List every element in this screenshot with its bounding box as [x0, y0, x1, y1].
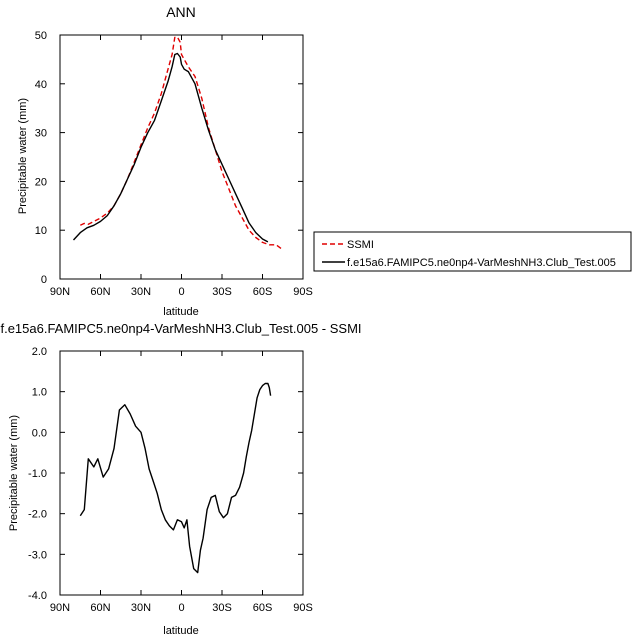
legend-box [313, 231, 632, 272]
bottom-x-tick-label: 30S [212, 602, 232, 614]
top-y-tick-label: 10 [35, 225, 47, 237]
top-series-line-1 [72, 52, 269, 243]
top-y-tick-label: 0 [41, 274, 47, 286]
bottom-chart-y-axis-label: Precipitable water (mm) [8, 415, 20, 531]
legend: SSMI f.e15a6.FAMIPC5.ne0np4-VarMeshNH3.C… [313, 231, 632, 272]
bottom-y-tick-label: 2.0 [32, 346, 47, 358]
top-chart-title: ANN [166, 4, 196, 20]
legend-label-ssmi: SSMI [347, 239, 374, 251]
top-x-tick-label: 60N [90, 286, 110, 298]
bottom-series-line-0 [79, 382, 272, 574]
bottom-y-tick-label: 1.0 [32, 387, 47, 399]
bottom-chart-plot-frame [59, 350, 304, 596]
bottom-x-tick-label: 90N [50, 602, 70, 614]
bottom-y-tick-label: -2.0 [28, 509, 47, 521]
bottom-x-tick-label: 90S [293, 602, 313, 614]
bottom-y-tick-label: -4.0 [28, 590, 47, 602]
top-chart: ANN Precipitable water (mm) latitude 90N… [17, 4, 313, 318]
top-x-tick-label: 30N [131, 286, 151, 298]
top-x-tick-label: 30S [212, 286, 232, 298]
bottom-x-tick-label: 60S [253, 602, 273, 614]
bottom-x-tick-label: 0 [178, 602, 184, 614]
bottom-y-tick-label: 0.0 [32, 427, 47, 439]
top-x-tick-label: 90N [50, 286, 70, 298]
top-x-tick-label: 60S [253, 286, 273, 298]
top-y-tick-label: 30 [35, 128, 47, 140]
bottom-y-tick-label: -1.0 [28, 468, 47, 480]
top-chart-x-axis-label: latitude [163, 306, 198, 318]
bottom-chart-title: f.e15a6.FAMIPC5.ne0np4-VarMeshNH3.Club_T… [0, 321, 361, 336]
bottom-chart-x-axis-label: latitude [163, 625, 198, 637]
top-y-tick-label: 20 [35, 176, 47, 188]
top-x-tick-label: 0 [178, 286, 184, 298]
legend-label-model: f.e15a6.FAMIPC5.ne0np4-VarMeshNH3.Club_T… [347, 257, 616, 269]
bottom-y-tick-label: -3.0 [28, 549, 47, 561]
top-chart-y-axis-label: Precipitable water (mm) [17, 98, 29, 214]
bottom-chart: f.e15a6.FAMIPC5.ne0np4-VarMeshNH3.Club_T… [0, 321, 361, 637]
top-y-tick-label: 50 [35, 30, 47, 42]
top-x-tick-label: 90S [293, 286, 313, 298]
top-chart-plot-frame [59, 34, 304, 280]
top-y-tick-label: 40 [35, 79, 47, 91]
bottom-x-tick-label: 60N [90, 602, 110, 614]
bottom-x-tick-label: 30N [131, 602, 151, 614]
top-series-line-0 [79, 36, 284, 251]
